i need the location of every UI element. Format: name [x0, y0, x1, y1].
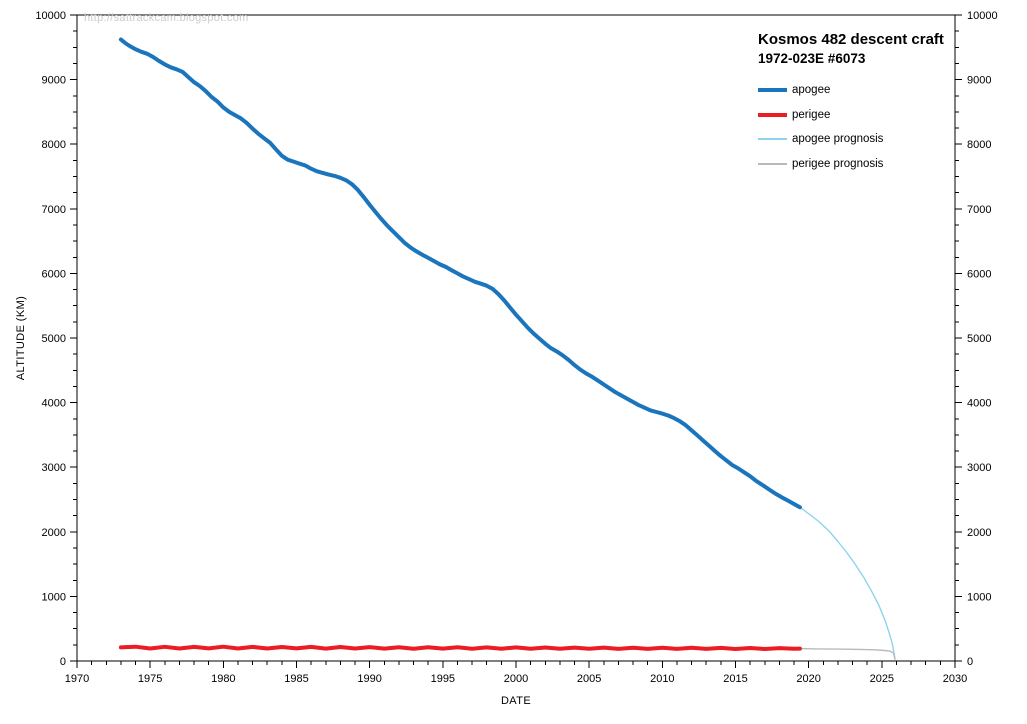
x-tick-label: 2030: [943, 673, 967, 685]
x-tick-label: 1980: [211, 673, 235, 685]
legend-swatch-apogee-prognosis: [758, 138, 787, 141]
legend-label-perigee: perigee: [792, 108, 831, 121]
y-tick-label-left: 0: [60, 656, 66, 668]
y-tick-label-left: 4000: [42, 398, 66, 410]
x-axis-title: DATE: [500, 695, 532, 707]
legend-swatch-perigee-prognosis: [758, 163, 787, 166]
y-tick-label-left: 2000: [42, 527, 66, 539]
axes: [70, 14, 962, 668]
y-tick-label-left: 1000: [42, 591, 66, 603]
y-tick-label-right: 5000: [967, 333, 991, 345]
y-tick-label-right: 6000: [967, 268, 991, 280]
y-tick-label-left: 3000: [42, 462, 66, 474]
x-tick-label: 1985: [284, 673, 308, 685]
y-tick-label-left: 9000: [42, 75, 66, 87]
y-tick-label-right: 9000: [967, 75, 991, 87]
legend-swatch-apogee: [758, 88, 787, 93]
legend-swatch-perigee: [758, 112, 787, 117]
x-tick-label: 2025: [870, 673, 894, 685]
y-tick-label-right: 1000: [967, 591, 991, 603]
chart-title: Kosmos 482 descent craft: [758, 31, 944, 48]
y-tick-label-right: 10000: [967, 10, 998, 22]
x-tick-label: 2000: [504, 673, 528, 685]
y-tick-label-right: 8000: [967, 139, 991, 151]
y-axis-title: ALTITUDE (KM): [15, 295, 27, 381]
x-tick-label: 2015: [723, 673, 747, 685]
legend: Kosmos 482 descent craft 1972-023E #6073…: [758, 31, 973, 176]
legend-item-perigee: perigee: [758, 103, 973, 128]
legend-label-apogee-prognosis: apogee prognosis: [792, 133, 884, 146]
y-tick-label-right: 3000: [967, 462, 991, 474]
perigee-prognosis-line: [799, 647, 896, 660]
legend-label-perigee-prognosis: perigee prognosis: [792, 158, 884, 171]
y-tick-label-right: 4000: [967, 398, 991, 410]
y-tick-label-left: 7000: [42, 204, 66, 216]
y-tick-label-left: 8000: [42, 139, 66, 151]
x-tick-label: 1975: [138, 673, 162, 685]
x-tick-label: 1995: [431, 673, 455, 685]
legend-item-perigee-prognosis: perigee prognosis: [758, 152, 973, 177]
y-tick-label-left: 5000: [42, 333, 66, 345]
y-tick-label-right: 0: [967, 656, 973, 668]
x-tick-label: 2005: [577, 673, 601, 685]
y-tick-label-right: 7000: [967, 204, 991, 216]
y-tick-label-left: 6000: [42, 268, 66, 280]
legend-label-apogee: apogee: [792, 84, 831, 97]
x-tick-label: 1970: [65, 673, 89, 685]
y-tick-label-left: 10000: [35, 10, 66, 22]
chart-subtitle: 1972-023E #6073: [758, 51, 866, 66]
legend-item-apogee: apogee: [758, 78, 973, 103]
y-tick-label-right: 2000: [967, 527, 991, 539]
legend-item-apogee-prognosis: apogee prognosis: [758, 127, 973, 152]
apogee-prognosis-line: [799, 506, 896, 660]
watermark-url: http://sattrackcam.blogspot.com: [84, 12, 249, 24]
apogee-line: [118, 37, 802, 510]
x-tick-label: 2010: [650, 673, 674, 685]
legend-rows: apogee perigee apogee prognosis perigee …: [758, 78, 973, 176]
x-tick-label: 1990: [357, 673, 381, 685]
perigee-line: [118, 644, 802, 651]
x-tick-label: 2020: [796, 673, 820, 685]
